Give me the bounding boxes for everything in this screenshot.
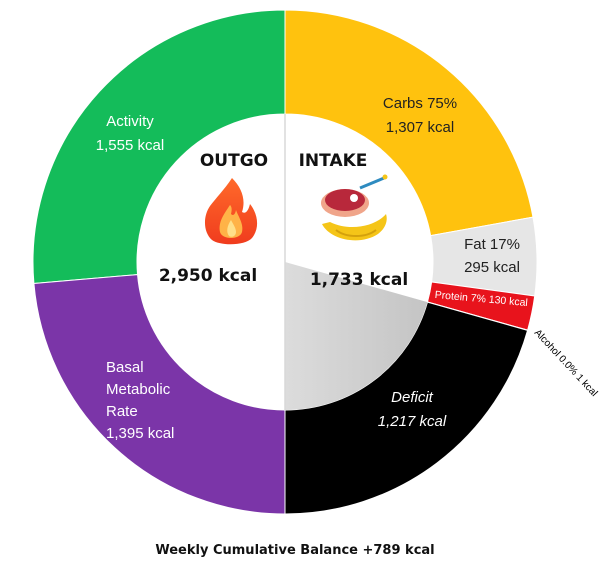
intake-header: INTAKE [299, 151, 368, 171]
flame-icon [204, 178, 258, 245]
label-deficit: Deficit 1,217 kcal [378, 389, 447, 430]
outgo-header: OUTGO [200, 151, 268, 171]
label-activity: Activity 1,555 kcal [96, 113, 164, 154]
label-fat: Fat 17% 295 kcal [464, 236, 520, 276]
label-alcohol: Alcohol 0.0% 1 kcal [532, 328, 600, 399]
slice-carbs [284, 9, 534, 237]
label-carbs: Carbs 75% 1,307 kcal [383, 95, 457, 136]
outer-ring [32, 9, 538, 515]
food-icon [321, 174, 388, 241]
deficit-inner-wedge [285, 262, 428, 410]
intake-total: 1,733 kcal [310, 270, 408, 290]
label-bmr: Basal Metabolic Rate 1,395 kcal [106, 359, 174, 442]
inner-disc [137, 114, 433, 410]
outgo-total: 2,950 kcal [159, 266, 257, 286]
weekly-balance-footer: Weekly Cumulative Balance +789 kcal [155, 543, 435, 558]
